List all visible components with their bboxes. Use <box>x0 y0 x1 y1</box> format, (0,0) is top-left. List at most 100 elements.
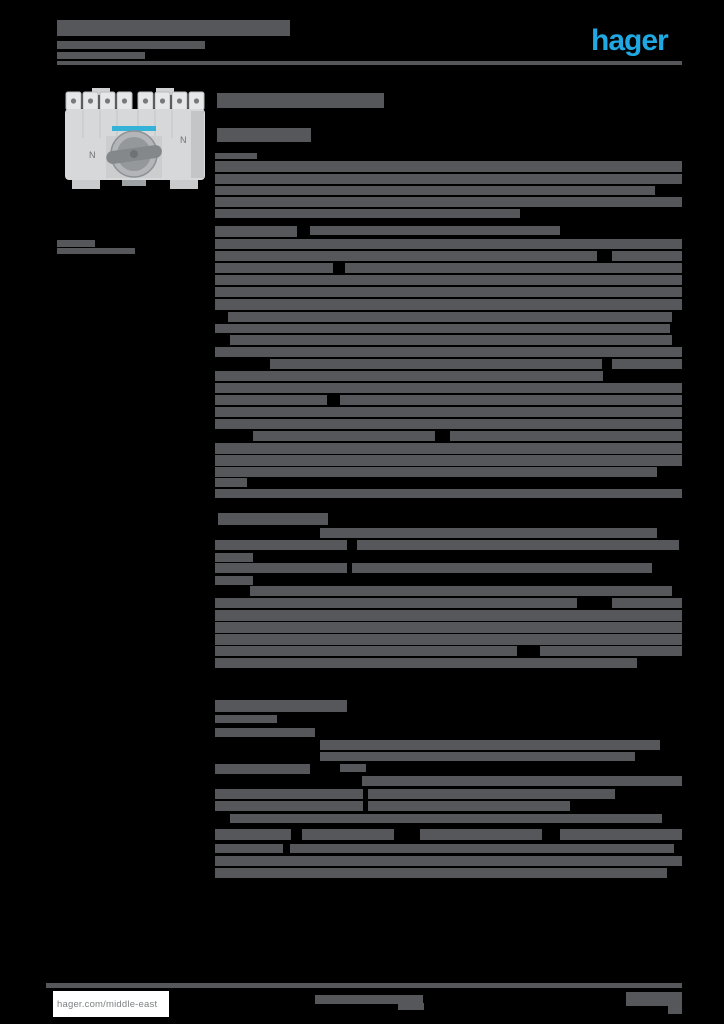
pole-label-n-right: N <box>180 135 187 145</box>
redacted-text-bar <box>215 209 520 218</box>
redacted-text-bar <box>57 248 135 254</box>
redacted-text-bar <box>215 263 333 273</box>
redacted-text-bar <box>215 226 297 237</box>
redacted-text-bar <box>315 995 423 1004</box>
redacted-text-bar <box>215 371 603 381</box>
redacted-text-bar <box>215 383 682 393</box>
redacted-text-bar <box>302 829 394 840</box>
redacted-text-bar <box>215 553 253 562</box>
redacted-text-bar <box>357 540 679 550</box>
label-strip <box>112 126 156 131</box>
product-photo: N N <box>62 88 208 194</box>
redacted-text-bar <box>450 431 682 441</box>
redacted-text-bar <box>215 443 682 454</box>
footer-url-box: hager.com/middle-east <box>53 991 169 1017</box>
redacted-text-bar <box>215 844 283 853</box>
redacted-text-bar <box>215 251 597 261</box>
redacted-text-bar <box>215 868 667 878</box>
redacted-text-bar <box>253 431 435 441</box>
redacted-text-bar <box>57 20 290 36</box>
redacted-text-bar <box>612 359 682 369</box>
redacted-text-bar <box>215 161 682 172</box>
redacted-text-bar <box>215 728 315 737</box>
redacted-text-bar <box>215 197 682 207</box>
redacted-text-bar <box>46 983 682 988</box>
redacted-text-bar <box>215 801 363 811</box>
redacted-text-bar <box>218 513 328 525</box>
redacted-text-bar <box>215 856 682 866</box>
redacted-text-bar <box>270 359 602 369</box>
redacted-text-bar <box>362 776 682 786</box>
redacted-text-bar <box>320 740 660 750</box>
redacted-text-bar <box>215 239 682 249</box>
redacted-text-bar <box>215 715 277 723</box>
redacted-text-bar <box>215 467 657 477</box>
redacted-text-bar <box>612 251 682 261</box>
redacted-text-bar <box>340 764 366 772</box>
redacted-text-bar <box>215 700 347 712</box>
redacted-text-bar <box>215 658 637 668</box>
redacted-text-bar <box>215 395 327 405</box>
redacted-text-bar <box>215 576 253 585</box>
redacted-text-bar <box>228 312 672 322</box>
redacted-text-bar <box>215 764 310 774</box>
pole-label-n-left: N <box>89 150 96 160</box>
redacted-text-bar <box>668 1006 682 1014</box>
redacted-text-bar <box>420 829 542 840</box>
redacted-text-bar <box>320 752 635 761</box>
changeover-switch-illustration: N N <box>65 88 205 189</box>
footer-url-link[interactable]: hager.com/middle-east <box>57 998 158 1010</box>
redacted-text-bar <box>612 598 682 608</box>
redacted-text-bar <box>368 789 615 799</box>
redacted-text-bar <box>215 622 682 633</box>
redacted-text-bar <box>215 174 682 184</box>
redacted-text-bar <box>217 128 311 142</box>
redacted-text-bar <box>215 287 682 297</box>
redacted-text-bar <box>345 263 682 273</box>
redacted-text-bar <box>215 347 682 357</box>
redacted-text-bar <box>540 646 682 656</box>
redacted-text-bar <box>215 563 347 573</box>
redacted-text-bar <box>215 540 347 550</box>
redacted-text-bar <box>215 789 363 799</box>
redacted-text-bar <box>215 634 682 645</box>
redacted-text-bar <box>215 646 517 656</box>
redacted-text-bar <box>320 528 657 538</box>
redacted-text-bar <box>215 478 247 487</box>
redacted-text-bar <box>310 226 560 235</box>
redacted-text-bar <box>215 275 682 285</box>
redacted-text-bar <box>217 93 384 108</box>
redacted-text-bar <box>230 335 672 345</box>
redacted-text-bar <box>250 586 672 596</box>
redacted-text-bar <box>215 489 682 498</box>
redacted-text-bar <box>215 829 291 840</box>
redacted-text-bar <box>57 41 205 49</box>
redacted-text-bar <box>215 419 682 429</box>
redacted-text-bar <box>352 563 652 573</box>
redacted-text-bar <box>398 1003 424 1010</box>
redacted-text-bar <box>215 598 577 608</box>
redacted-text-bar <box>340 395 682 405</box>
redacted-text-bar <box>215 324 670 333</box>
redacted-text-bar <box>290 844 674 853</box>
redacted-text-bar <box>626 992 682 1006</box>
redacted-text-bar <box>57 52 145 59</box>
terminal-blocks <box>65 91 205 111</box>
redacted-text-bar <box>368 801 570 811</box>
redacted-text-bar <box>560 829 682 840</box>
hager-logo: hager <box>591 24 669 57</box>
redacted-text-bar <box>215 153 257 159</box>
redacted-text-bar <box>215 299 682 310</box>
redacted-text-bar <box>215 455 682 466</box>
redacted-text-bar <box>215 610 682 621</box>
redacted-text-bar <box>215 186 655 195</box>
redacted-text-bar <box>57 240 95 247</box>
redacted-text-bar <box>215 407 682 417</box>
redacted-text-bar <box>230 814 662 823</box>
redacted-text-bar <box>57 61 682 65</box>
